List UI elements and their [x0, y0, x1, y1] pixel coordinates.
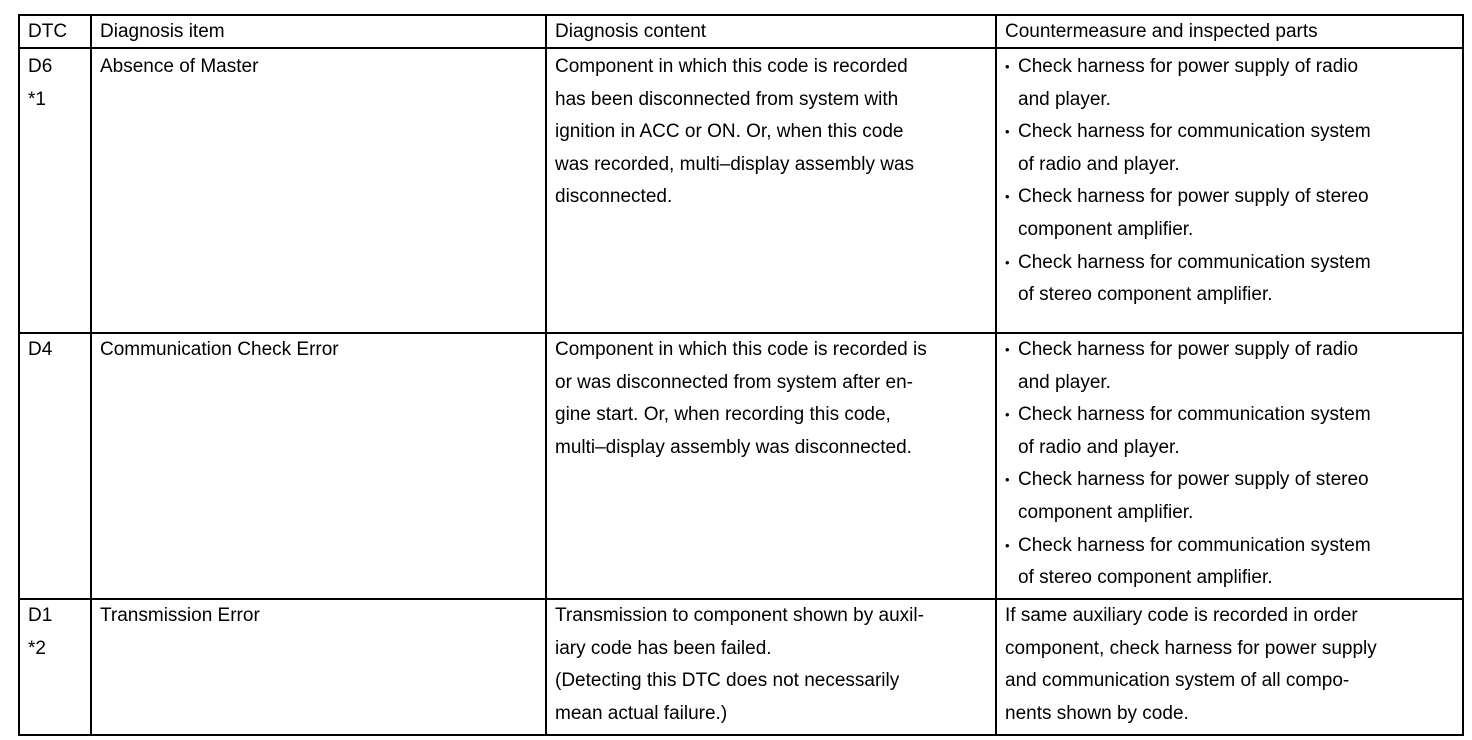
countermeasure-line: component amplifier.	[1018, 218, 1194, 240]
bullet-icon: •	[1005, 59, 1010, 74]
diagnosis-content-line: has been disconnected from system with	[555, 88, 899, 110]
diagnosis-content-line: or was disconnected from system after en…	[555, 371, 913, 393]
bullet-icon: •	[1005, 537, 1010, 553]
bullet-icon: •	[1005, 124, 1010, 140]
diagnosis-item-cell: Transmission Error	[90, 598, 547, 736]
countermeasure-bullet-item: • Check harness for power supply of radio	[1005, 51, 1454, 84]
countermeasure-line: Check harness for power supply of stereo	[1018, 186, 1369, 208]
header-diagnosis-content: Diagnosis content	[545, 14, 997, 49]
diagnosis-content-line: Transmission to component shown by auxil…	[555, 605, 924, 626]
countermeasure-line: and player.	[1018, 88, 1111, 110]
diagnosis-item-cell: Communication Check Error	[90, 332, 547, 600]
countermeasure-line: nents shown by code.	[1005, 702, 1189, 724]
bullet-icon: •	[1005, 189, 1010, 205]
table-row: D4 Communication Check Error Component i…	[18, 332, 1464, 600]
dtc-cell: D6 *1	[18, 47, 92, 334]
diagnosis-content-line: iary code has been failed.	[555, 637, 772, 659]
countermeasure-line: Check harness for power supply of radio	[1018, 339, 1359, 360]
countermeasure-bullet-item: • Check harness for communication system	[1005, 530, 1454, 563]
bullet-icon: •	[1005, 254, 1010, 270]
diagnosis-item-text: Absence of Master	[100, 56, 259, 77]
header-dtc: DTC	[18, 14, 92, 49]
countermeasure-line: component, check harness for power suppl…	[1005, 637, 1377, 659]
countermeasure-line: Check harness for communication system	[1018, 251, 1371, 273]
bullet-icon: •	[1005, 407, 1010, 423]
countermeasure-line: of radio and player.	[1018, 153, 1180, 175]
countermeasure-cell: • Check harness for power supply of radio…	[995, 47, 1464, 334]
countermeasure-bullet-item: • Check harness for power supply of radio	[1005, 334, 1454, 367]
dtc-code-line: D6	[28, 56, 53, 77]
countermeasure-line: of stereo component amplifier.	[1018, 284, 1273, 306]
diagnosis-content-cell: Component in which this code is recorded…	[545, 47, 997, 334]
diagnosis-content-line: (Detecting this DTC does not necessarily	[555, 670, 900, 692]
bullet-icon: •	[1005, 342, 1010, 357]
bullet-icon: •	[1005, 472, 1010, 488]
diagnosis-content-line: multi–display assembly was disconnected.	[555, 436, 912, 458]
diagnosis-content-line: Component in which this code is recorded…	[555, 339, 927, 360]
table-row: D1 *2 Transmission Error Transmission to …	[18, 598, 1464, 736]
countermeasure-line: component amplifier.	[1018, 501, 1194, 523]
diagnosis-content-line: Component in which this code is recorded	[555, 56, 908, 77]
dtc-code-line: *1	[28, 88, 46, 110]
dtc-code-line: D1	[28, 605, 53, 626]
dtc-cell: D4	[18, 332, 92, 600]
countermeasure-line: Check harness for communication system	[1018, 404, 1371, 426]
diagnosis-content-line: ignition in ACC or ON. Or, when this cod…	[555, 121, 904, 143]
diagnosis-item-text: Transmission Error	[100, 605, 260, 626]
dtc-code-line: D4	[28, 339, 53, 360]
diagnosis-item-text: Communication Check Error	[100, 339, 339, 360]
countermeasure-cell: • Check harness for power supply of radio…	[995, 332, 1464, 600]
countermeasure-bullet-item: • Check harness for power supply of stere…	[1005, 464, 1454, 497]
dtc-cell: D1 *2	[18, 598, 92, 736]
countermeasure-line: Check harness for communication system	[1018, 534, 1371, 556]
countermeasure-line: Check harness for power supply of radio	[1018, 56, 1359, 77]
diagnosis-content-line: gine start. Or, when recording this code…	[555, 404, 891, 426]
diagnosis-content-cell: Component in which this code is recorded…	[545, 332, 997, 600]
countermeasure-bullet-item: • Check harness for communication system	[1005, 247, 1454, 280]
countermeasure-line: Check harness for communication system	[1018, 121, 1371, 143]
countermeasure-bullet-item: • Check harness for communication system	[1005, 116, 1454, 149]
diagnosis-content-line: was recorded, multi–display assembly was	[555, 153, 915, 175]
dtc-table: DTC Diagnosis item Diagnosis content Cou…	[18, 14, 1464, 736]
countermeasure-line: and communication system of all compo-	[1005, 670, 1350, 692]
header-diagnosis-item: Diagnosis item	[90, 14, 547, 49]
header-countermeasure: Countermeasure and inspected parts	[995, 14, 1464, 49]
diagnosis-item-cell: Absence of Master	[90, 47, 547, 334]
countermeasure-line: of radio and player.	[1018, 436, 1180, 458]
countermeasure-bullet-item: • Check harness for power supply of stere…	[1005, 181, 1454, 214]
countermeasure-cell: If same auxiliary code is recorded in or…	[995, 598, 1464, 736]
countermeasure-line: and player.	[1018, 371, 1111, 393]
dtc-code-line: *2	[28, 637, 46, 659]
countermeasure-line: If same auxiliary code is recorded in or…	[1005, 605, 1358, 626]
countermeasure-line: Check harness for power supply of stereo	[1018, 469, 1369, 491]
countermeasure-line: of stereo component amplifier.	[1018, 567, 1273, 589]
table-row: D6 *1 Absence of Master Component in whic…	[18, 47, 1464, 334]
diagnosis-content-line: disconnected.	[555, 186, 673, 208]
countermeasure-bullet-item: • Check harness for communication system	[1005, 399, 1454, 432]
diagnosis-content-cell: Transmission to component shown by auxil…	[545, 598, 997, 736]
table-header-row: DTC Diagnosis item Diagnosis content Cou…	[18, 14, 1464, 49]
diagnosis-content-line: mean actual failure.)	[555, 702, 728, 724]
